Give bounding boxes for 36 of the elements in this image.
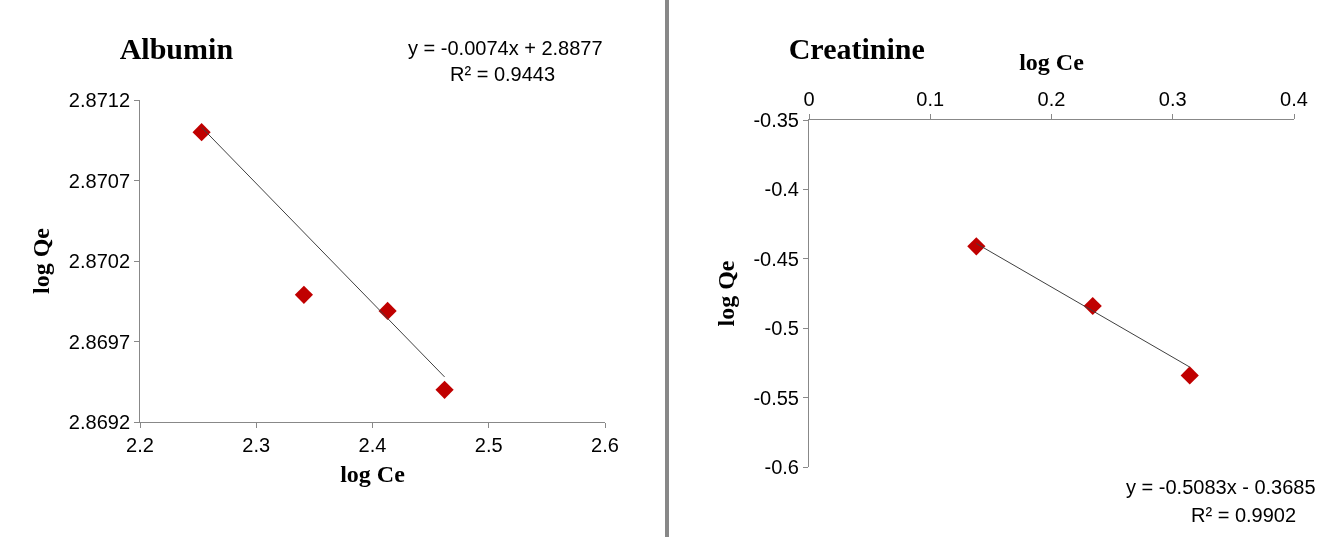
x-tick-label: 0.1 [916, 88, 945, 110]
point [192, 123, 211, 142]
y-tick-label: -0.5 [764, 317, 799, 340]
y-tick-label: 2.8697 [68, 330, 130, 353]
chart-title: Albumin [119, 31, 234, 65]
point [1180, 366, 1199, 385]
text: R² = 0.9902 [1191, 504, 1297, 526]
y-tick-label: 2.8712 [68, 89, 130, 111]
y-tick-label: 2.8707 [68, 169, 130, 192]
x-axis-title: log Ce [1019, 49, 1085, 76]
x-tick-label: 2.5 [474, 434, 503, 456]
chart-title: Creatinine [788, 31, 925, 65]
x-tick-label: 2.4 [358, 434, 387, 456]
y-axis-title: log Qe [27, 227, 54, 294]
x-tick-label: 0.3 [1158, 88, 1187, 110]
y-axis-title: log Qe [712, 260, 739, 327]
x-tick-label: 0 [803, 88, 815, 110]
y-tick-label: 2.8692 [68, 411, 130, 433]
y-tick-label: 2.8702 [68, 250, 130, 272]
text: R² = 0.9443 [450, 63, 556, 85]
y-tick-label: -0.45 [753, 247, 799, 270]
y-tick-label: -0.35 [753, 109, 799, 131]
y-tick-label: -0.55 [753, 386, 799, 409]
x-axis-title: log Ce [340, 461, 406, 488]
text: y = -0.0074x + 2.8877 [408, 37, 603, 59]
text: y = -0.5083x - 0.3685 [1126, 476, 1316, 498]
x-tick-label: 2.3 [242, 434, 271, 456]
x-tick-label: 0.2 [1037, 88, 1066, 110]
y-tick-label: -0.4 [764, 178, 799, 201]
x-tick-label: 0.4 [1280, 88, 1308, 110]
x-tick-label: 2.6 [591, 434, 619, 456]
point [435, 380, 454, 399]
x-tick-label: 2.2 [126, 434, 154, 456]
point [294, 285, 314, 304]
y-tick-label: -0.6 [764, 456, 799, 478]
point [967, 237, 986, 256]
